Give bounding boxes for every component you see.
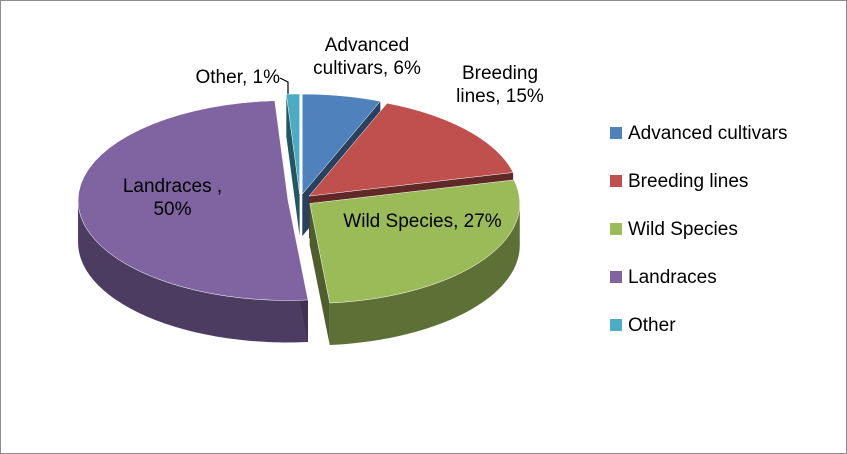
data-label: Landraces , 50% <box>122 176 223 220</box>
legend-swatch <box>610 223 622 235</box>
data-label: Advanced cultivars, 6% <box>313 35 421 79</box>
slice <box>77 100 309 301</box>
data-label: Wild Species, 27% <box>343 211 502 232</box>
legend-swatch <box>610 319 622 331</box>
slice <box>308 102 514 197</box>
slice-side <box>329 203 520 346</box>
slice-side <box>78 200 308 343</box>
legend-swatch <box>610 127 622 139</box>
data-label: Breeding lines, 15% <box>456 63 544 107</box>
legend-label: Other <box>628 315 676 336</box>
legend-label: Advanced cultivars <box>628 123 787 144</box>
data-label: Other, 1% <box>195 67 281 88</box>
legend-label: Wild Species <box>628 219 738 240</box>
slice-wall <box>286 94 300 237</box>
legend-label: Breeding lines <box>628 171 748 192</box>
slice <box>309 179 520 304</box>
legend-swatch <box>610 271 622 283</box>
slice <box>302 93 381 195</box>
slice-wall <box>309 203 330 346</box>
legend-swatch <box>610 175 622 187</box>
legend-label: Landraces <box>628 267 717 288</box>
slice <box>286 93 300 195</box>
